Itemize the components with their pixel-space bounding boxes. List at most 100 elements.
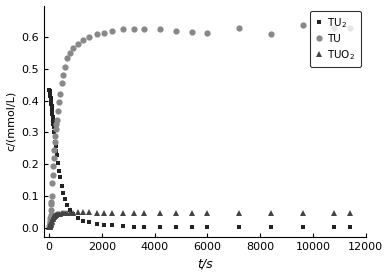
TU [51, 164, 56, 167]
TU [50, 181, 54, 185]
TU [68, 51, 72, 55]
TUO$_2$ [47, 225, 52, 228]
TUO$_2$ [65, 211, 70, 214]
TU [48, 213, 53, 216]
TU [205, 31, 210, 34]
TUO$_2$ [50, 219, 54, 222]
TU [348, 26, 352, 30]
TU$_2$ [76, 216, 81, 220]
TU [81, 39, 86, 42]
TU [102, 31, 107, 34]
TU$_2$ [94, 222, 99, 225]
TUO$_2$ [49, 222, 53, 225]
TU [142, 28, 146, 31]
TUO$_2$ [53, 214, 58, 217]
TU [54, 128, 58, 131]
TU [70, 47, 75, 50]
TUO$_2$ [102, 211, 107, 214]
TUO$_2$ [56, 212, 60, 216]
TU [131, 28, 136, 31]
TU [63, 66, 67, 69]
TU [49, 200, 54, 203]
TUO$_2$ [300, 211, 305, 214]
TU [53, 134, 58, 137]
TUO$_2$ [49, 223, 53, 226]
TU [300, 23, 305, 26]
TUO$_2$ [49, 220, 54, 224]
TUO$_2$ [237, 211, 242, 214]
TU$_2$ [47, 88, 52, 91]
TUO$_2$ [48, 225, 53, 228]
TUO$_2$ [57, 212, 61, 215]
TUO$_2$ [51, 215, 56, 219]
TUO$_2$ [110, 211, 115, 214]
TUO$_2$ [76, 211, 81, 214]
TU [52, 148, 57, 152]
Line: TU: TU [46, 22, 353, 229]
TU [60, 82, 64, 85]
Line: TU$_2$: TU$_2$ [47, 87, 352, 230]
TUO$_2$ [60, 212, 64, 215]
TUO$_2$ [54, 213, 59, 216]
TUO$_2$ [268, 211, 273, 214]
TUO$_2$ [49, 221, 54, 224]
TU [49, 208, 53, 212]
TU [237, 26, 242, 30]
TU [50, 174, 55, 177]
TUO$_2$ [131, 211, 136, 214]
TU$_2$ [158, 225, 162, 229]
TU$_2$ [348, 225, 352, 229]
TUO$_2$ [53, 214, 57, 217]
TUO$_2$ [189, 211, 194, 214]
TU [58, 93, 62, 96]
TUO$_2$ [173, 211, 178, 214]
TUO$_2$ [58, 212, 62, 215]
TU [268, 33, 273, 36]
TUO$_2$ [142, 211, 146, 214]
TU [47, 223, 52, 226]
TU [47, 224, 52, 228]
TU [57, 101, 61, 104]
TUO$_2$ [68, 211, 72, 214]
TUO$_2$ [47, 225, 52, 229]
TUO$_2$ [158, 211, 162, 214]
TU [65, 56, 70, 60]
TU [49, 202, 53, 205]
TUO$_2$ [81, 211, 86, 214]
TUO$_2$ [63, 211, 67, 214]
TUO$_2$ [61, 211, 66, 214]
Legend: TU$_2$, TU, TUO$_2$: TU$_2$, TU, TUO$_2$ [310, 11, 361, 67]
TUO$_2$ [70, 211, 75, 214]
TU [51, 156, 56, 160]
TUO$_2$ [50, 217, 55, 221]
TUO$_2$ [54, 213, 58, 216]
TUO$_2$ [121, 211, 125, 214]
TU [332, 26, 336, 30]
TUO$_2$ [94, 211, 99, 214]
TU [54, 123, 59, 126]
TU [56, 109, 60, 113]
TU [173, 29, 178, 33]
TUO$_2$ [52, 215, 57, 218]
TUO$_2$ [86, 211, 91, 214]
TUO$_2$ [205, 211, 210, 214]
TU [189, 30, 194, 33]
TUO$_2$ [48, 224, 53, 227]
TU$_2$ [332, 225, 336, 229]
TU [158, 28, 162, 31]
TUO$_2$ [54, 213, 59, 216]
TU [86, 36, 91, 39]
TU$_2$ [51, 120, 56, 123]
TU [47, 221, 52, 224]
TUO$_2$ [48, 223, 53, 227]
TU$_2$ [51, 123, 56, 126]
TUO$_2$ [332, 211, 336, 214]
TU [61, 74, 66, 77]
Line: TUO$_2$: TUO$_2$ [47, 209, 353, 230]
Y-axis label: c/(mmol/L): c/(mmol/L) [5, 91, 16, 152]
X-axis label: t/s: t/s [197, 258, 213, 270]
TUO$_2$ [51, 216, 56, 220]
TU [94, 33, 99, 36]
TU [54, 118, 59, 121]
TU [121, 28, 125, 31]
